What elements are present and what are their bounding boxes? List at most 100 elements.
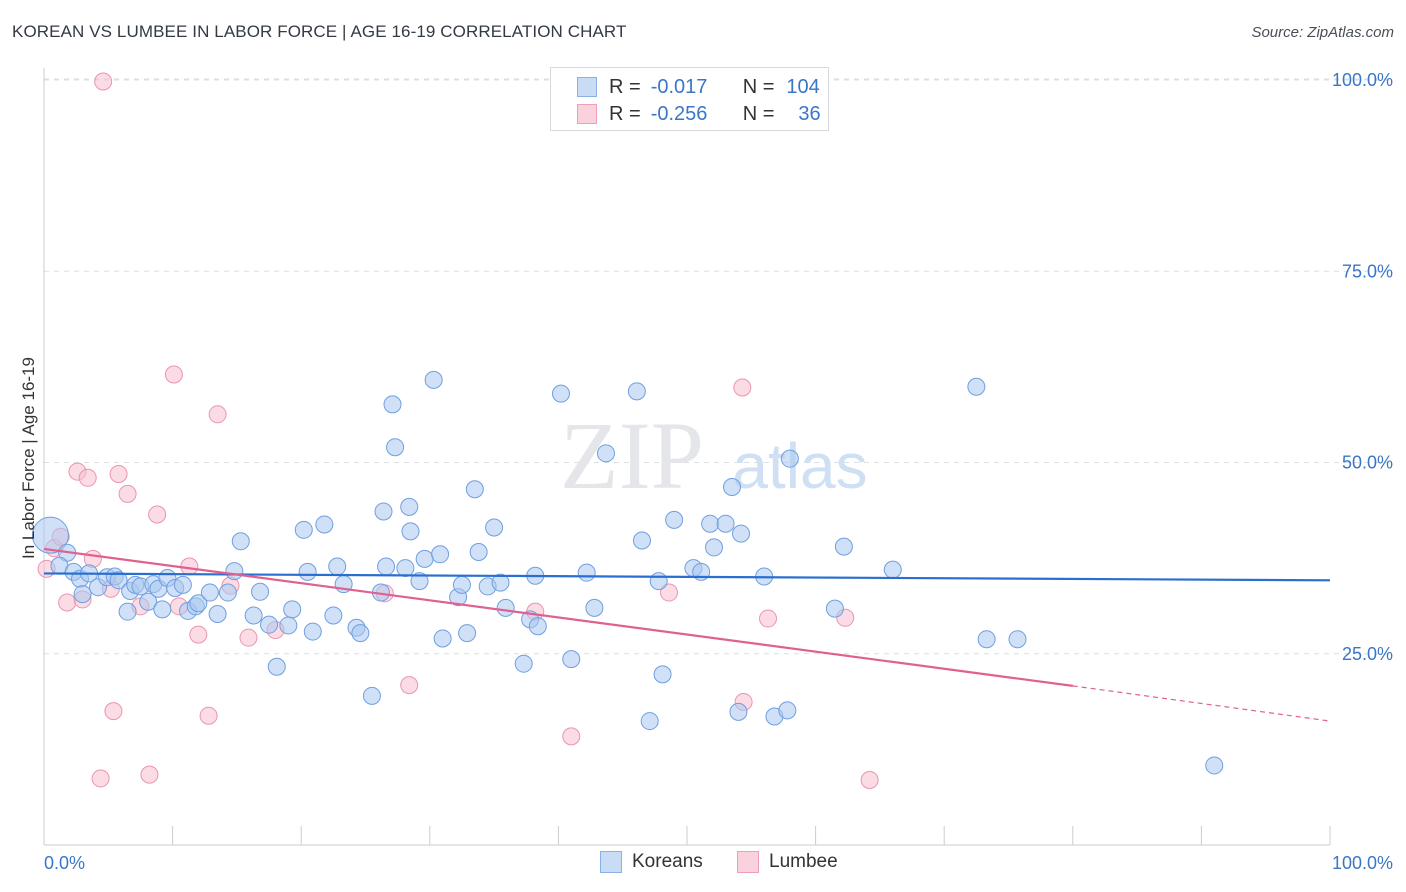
trend-lines	[43, 547, 1331, 722]
legend-item-lumbee[interactable]: Lumbee	[737, 851, 838, 873]
korean-point	[977, 630, 996, 649]
korean-point	[415, 549, 434, 568]
lumbee-point	[562, 727, 581, 746]
korean-point	[251, 582, 270, 601]
y-tick-label: 50.0%	[1342, 453, 1393, 473]
korean-point	[374, 502, 393, 521]
koreans-r-label: R =	[609, 75, 641, 98]
korean-point	[653, 665, 672, 684]
lumbee-point	[759, 609, 778, 628]
korean-trend-line	[43, 572, 1331, 582]
y-tick-label: 100.0%	[1332, 70, 1393, 90]
korean-point	[701, 514, 720, 533]
korean-point	[244, 606, 263, 625]
korean-point	[383, 395, 402, 414]
watermark: ZIP atlas	[560, 402, 868, 509]
axes	[43, 68, 1331, 846]
lumbee-trend-extension	[1072, 685, 1331, 722]
korean-point	[315, 515, 334, 534]
lumbee-point	[148, 505, 167, 524]
korean-point	[218, 583, 237, 602]
korean-point	[1205, 756, 1224, 775]
source-credit: Source: ZipAtlas.com	[1251, 24, 1394, 41]
tick-labels: 25.0% 50.0% 75.0% 100.0% 0.0% 100.0%	[44, 70, 1393, 873]
korean-point	[225, 562, 244, 581]
lumbee-point	[860, 770, 879, 789]
korean-point	[465, 480, 484, 499]
korean-point	[424, 370, 443, 389]
lumbee-point	[140, 765, 159, 784]
korean-point	[496, 598, 515, 617]
korean-point	[31, 516, 69, 554]
korean-point	[732, 524, 751, 543]
watermark-zip: ZIP	[560, 402, 704, 509]
koreans-swatch	[577, 77, 597, 97]
korean-point	[396, 559, 415, 578]
korean-point	[324, 606, 343, 625]
korean-point	[780, 449, 799, 468]
korean-point	[109, 571, 128, 590]
lumbee-r-label: R =	[609, 102, 641, 125]
koreans-legend-swatch	[600, 851, 622, 873]
korean-point	[410, 572, 429, 591]
korean-point	[231, 532, 250, 551]
koreans-n-value: 104	[786, 75, 820, 98]
korean-point	[208, 604, 227, 623]
korean-point	[729, 702, 748, 721]
korean-point	[294, 520, 313, 539]
lumbee-trend-line	[43, 547, 1073, 687]
korean-point	[778, 701, 797, 720]
lumbee-r-value: -0.256	[650, 102, 708, 125]
lumbee-point	[118, 484, 137, 503]
korean-point	[967, 377, 986, 396]
korean-point	[303, 622, 322, 641]
correlation-legend: R = -0.017 N = 104 R = -0.256 N = 36	[550, 67, 829, 131]
y-axis-label: In Labor Force | Age 16-19	[19, 357, 38, 559]
korean-point	[514, 654, 533, 673]
korean-point	[665, 510, 684, 529]
korean-point	[551, 384, 570, 403]
korean-point	[705, 538, 724, 557]
lumbee-point	[208, 405, 227, 424]
korean-point	[640, 712, 659, 731]
x-tick-label-min: 0.0%	[44, 853, 85, 873]
lumbee-point	[58, 593, 77, 612]
legend-item-koreans[interactable]: Koreans	[600, 851, 703, 873]
korean-point	[596, 444, 615, 463]
korean-point	[298, 562, 317, 581]
gridlines	[44, 78, 1393, 655]
korean-point	[834, 537, 853, 556]
korean-point	[73, 585, 92, 604]
korean-point	[433, 629, 452, 648]
lumbee-point	[239, 628, 258, 647]
korean-point	[118, 602, 137, 621]
lumbee-point	[104, 702, 123, 721]
lumbee-n-value: 36	[798, 102, 821, 125]
korean-point	[883, 560, 902, 579]
lumbee-point	[78, 468, 97, 487]
lumbee-point	[659, 583, 678, 602]
korean-point	[577, 563, 596, 582]
lumbee-point	[199, 706, 218, 725]
series-legend: Koreans Lumbee	[0, 851, 1406, 879]
lumbee-point	[400, 676, 419, 695]
korean-point	[431, 545, 450, 564]
korean-point	[649, 572, 668, 591]
watermark-atlas: atlas	[732, 430, 867, 502]
korean-point	[362, 686, 381, 705]
korean-point	[825, 599, 844, 618]
y-tick-label: 75.0%	[1342, 261, 1393, 281]
korean-point	[585, 598, 604, 617]
koreans-legend-label: Koreans	[632, 851, 703, 872]
korean-point	[458, 624, 477, 643]
korean-point	[469, 543, 488, 562]
lumbee-swatch	[577, 104, 597, 124]
korean-point	[139, 592, 158, 611]
korean-point	[452, 575, 471, 594]
korean-point	[173, 575, 192, 594]
korean-point	[632, 531, 651, 550]
korean-point	[528, 617, 547, 636]
korean-point	[267, 657, 286, 676]
korean-point	[283, 600, 302, 619]
legend-row-koreans: R = -0.017 N = 104	[551, 73, 820, 101]
